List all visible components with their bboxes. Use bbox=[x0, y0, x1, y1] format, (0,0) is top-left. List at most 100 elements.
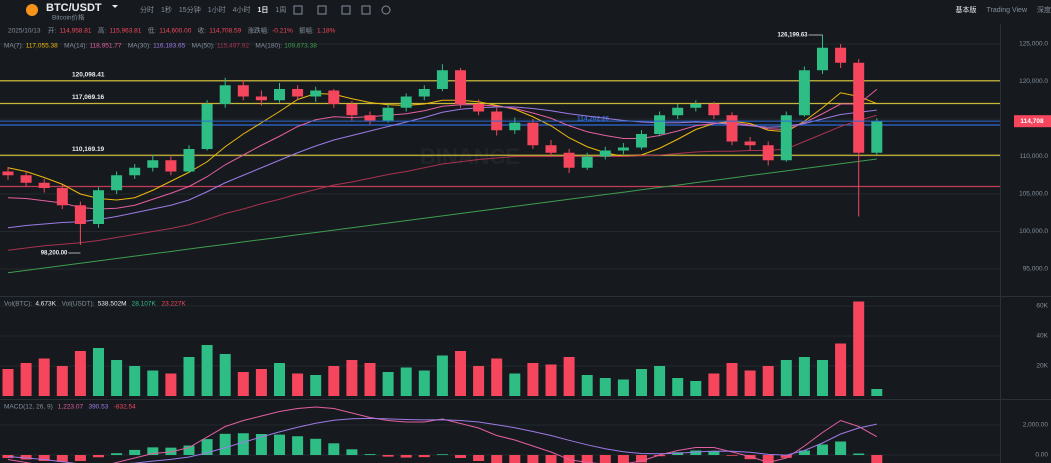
candle-body bbox=[2, 171, 14, 176]
volume-legend-value: 28.107K bbox=[132, 301, 157, 308]
interval-tab[interactable]: 1日 bbox=[258, 6, 269, 14]
toolbar-icons bbox=[293, 5, 391, 15]
candle-body bbox=[744, 141, 756, 146]
macd-bar bbox=[382, 455, 394, 457]
more-icon[interactable] bbox=[381, 5, 391, 15]
macd-bar bbox=[111, 453, 123, 456]
macd-bar bbox=[708, 451, 720, 456]
interval-tab[interactable]: 1小时 bbox=[208, 5, 226, 14]
macd-bar bbox=[56, 455, 68, 462]
panel-candlestick: BINANCE 120,098.41 117,069.16 110,169.19 114… bbox=[0, 33, 1000, 274]
volume-bar bbox=[400, 367, 412, 396]
volume-bar bbox=[491, 358, 503, 396]
macd-bar bbox=[400, 455, 412, 458]
candle-body bbox=[20, 175, 32, 183]
volume-bar bbox=[418, 370, 430, 396]
macd-bar bbox=[780, 455, 792, 458]
info-label: 2025/10/13 bbox=[8, 28, 41, 35]
volume-bar bbox=[780, 360, 792, 396]
view-tab[interactable]: 深度 bbox=[1037, 5, 1051, 14]
candle-body bbox=[581, 156, 593, 168]
ma-line bbox=[7, 114, 877, 251]
candle-body bbox=[93, 190, 104, 225]
info-value: 115,963.81 bbox=[109, 28, 141, 35]
candle-body bbox=[38, 182, 50, 189]
candle-body bbox=[310, 90, 322, 97]
volume-bar bbox=[382, 372, 394, 396]
candle-body bbox=[328, 90, 340, 104]
candle-body bbox=[527, 122, 539, 146]
interval-tab[interactable]: 分时 bbox=[140, 5, 154, 14]
volume-bar bbox=[853, 301, 865, 396]
interval-tab[interactable]: 15分钟 bbox=[179, 5, 201, 14]
price-line-label: 117,069.16 bbox=[72, 94, 105, 101]
volume-bar bbox=[436, 355, 448, 396]
candle-body bbox=[165, 160, 177, 172]
macd-bar bbox=[853, 453, 865, 456]
macd-bar bbox=[274, 434, 285, 456]
symbol[interactable]: BTC/USDT bbox=[46, 2, 102, 14]
volume-bar bbox=[599, 378, 611, 396]
volume-bar bbox=[274, 363, 285, 396]
macd-bar bbox=[527, 455, 539, 463]
interval-tab[interactable]: 4小时 bbox=[233, 5, 251, 14]
candle-body bbox=[400, 96, 412, 108]
info-label: 收: bbox=[198, 26, 207, 35]
macd-bar bbox=[473, 455, 485, 462]
candle-body bbox=[56, 188, 68, 206]
candle-body bbox=[292, 88, 304, 97]
info-label: 高: bbox=[98, 26, 107, 35]
ma-legend-name: MA(30): bbox=[128, 43, 151, 50]
view-tab[interactable]: 基本版 bbox=[956, 5, 977, 14]
candle-body bbox=[274, 88, 285, 101]
symbol-subtitle: Bitcoin价格 bbox=[52, 13, 85, 22]
candle-body bbox=[708, 103, 720, 116]
candle-body bbox=[364, 115, 376, 121]
layout-icon[interactable] bbox=[361, 5, 371, 15]
ma-line bbox=[7, 158, 877, 274]
settings-icon[interactable] bbox=[293, 5, 303, 15]
volume-bar bbox=[2, 369, 14, 396]
macd-bar bbox=[418, 455, 430, 458]
macd-bar bbox=[364, 454, 376, 456]
volume-bar bbox=[255, 369, 267, 396]
indicator-icon[interactable] bbox=[317, 5, 327, 15]
volume-bar bbox=[835, 343, 847, 396]
draw-icon[interactable] bbox=[341, 5, 351, 15]
volume-legend-value: 538.502M bbox=[98, 301, 127, 308]
y-tick-label: 2,000.00 bbox=[1023, 422, 1049, 429]
y-tick-label: 20K bbox=[1036, 363, 1048, 370]
y-tick-label: 60K bbox=[1036, 303, 1048, 310]
interval-tab[interactable]: 1周 bbox=[275, 6, 286, 14]
macd-bar bbox=[346, 449, 358, 456]
macd-bar bbox=[798, 450, 810, 456]
volume-bar bbox=[455, 351, 466, 396]
candle-body bbox=[762, 145, 774, 161]
macd-legend-name: MACD(12, 26, 9) bbox=[4, 404, 53, 411]
macd-bar bbox=[328, 443, 340, 456]
volume-bar bbox=[346, 360, 358, 396]
view-tab[interactable]: Trading View bbox=[987, 7, 1028, 14]
macd-bar bbox=[509, 455, 521, 463]
ma-legend-value: 117,055.38 bbox=[26, 43, 58, 50]
info-label: 振幅: bbox=[299, 26, 314, 35]
volume-bar bbox=[364, 363, 376, 396]
candle-body bbox=[817, 47, 828, 71]
macd-bar bbox=[38, 455, 50, 462]
symbol-dropdown[interactable] bbox=[112, 5, 118, 8]
volume-bar bbox=[38, 358, 50, 396]
volume-legend-value: 23.227K bbox=[161, 301, 186, 308]
volume-bar bbox=[183, 357, 195, 396]
y-tick-label: 110,000.0 bbox=[1020, 153, 1049, 160]
volume-legend-label: Vol(BTC): bbox=[4, 301, 32, 308]
watermark: BINANCE bbox=[420, 144, 520, 169]
interval-tab[interactable]: 1秒 bbox=[161, 5, 172, 14]
volume-legend-label: Vol(USDT): bbox=[62, 301, 95, 308]
volume-bar bbox=[147, 370, 159, 396]
macd-bar bbox=[726, 455, 738, 456]
ma-legend-name: MA(14): bbox=[64, 43, 87, 50]
ma-legend-value: 116,183.65 bbox=[153, 43, 185, 50]
volume-bar bbox=[726, 363, 738, 396]
price-line-label: 114,202.26 bbox=[577, 116, 610, 123]
